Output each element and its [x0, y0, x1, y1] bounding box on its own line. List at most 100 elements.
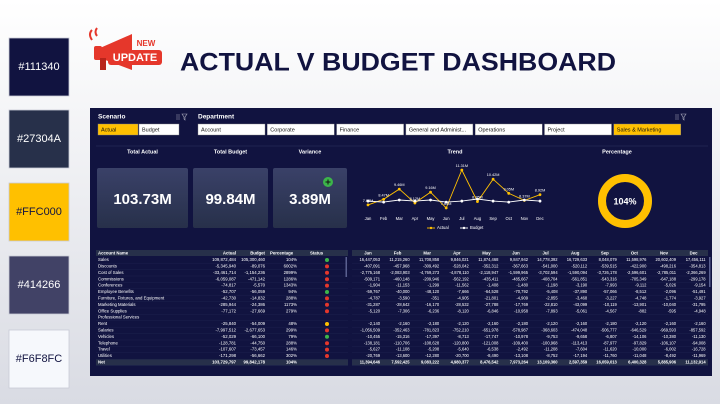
- status-dot: [325, 264, 329, 269]
- data-label: 10.42M: [487, 173, 500, 177]
- department-button-label[interactable]: Account: [201, 127, 221, 133]
- x-tick-label: Mar: [396, 216, 404, 221]
- kpi-card: [193, 168, 268, 228]
- table-cell: Professional Services: [98, 315, 139, 320]
- department-button[interactable]: [544, 123, 612, 136]
- table-cell: 6,400,328: [628, 359, 647, 364]
- data-label: 8.12M: [410, 197, 421, 201]
- table-cell: -2,785,011: [657, 270, 677, 275]
- table-cell: -882: [638, 308, 647, 313]
- table-cell: -2,118,947: [479, 270, 499, 275]
- column-header: Account Name: [98, 250, 129, 255]
- data-label: 8.92M: [535, 189, 546, 193]
- x-tick-label: Aug: [474, 216, 482, 221]
- department-button-label[interactable]: Finance: [340, 127, 360, 133]
- table-cell: -352,463: [393, 327, 410, 332]
- table-cell: 279%: [286, 308, 297, 313]
- department-button-label[interactable]: Corporate: [270, 127, 294, 133]
- table-cell: -28,642: [396, 302, 411, 307]
- swatch-label: #111340: [18, 61, 59, 73]
- table-cell: -3,190: [576, 283, 588, 288]
- badge-update: UPDATE: [113, 52, 157, 64]
- column-header: Mar: [423, 250, 431, 255]
- department-button[interactable]: [613, 123, 681, 136]
- total-row-bg: [352, 359, 708, 366]
- scrollbar: [709, 257, 711, 287]
- table-cell: -51,491: [692, 289, 707, 294]
- table-cell: -422,900: [630, 263, 647, 268]
- table-cell: -2,180: [516, 321, 528, 326]
- donut-label: 104%: [613, 196, 636, 206]
- scenario-button[interactable]: [138, 123, 180, 136]
- department-button[interactable]: [267, 123, 335, 136]
- department-button-label[interactable]: Project: [548, 127, 566, 133]
- table-cell: Sales: [98, 257, 109, 262]
- department-button[interactable]: [475, 123, 543, 136]
- table-cell: 7,973,264: [510, 359, 529, 364]
- table-cell: -11,760: [603, 353, 617, 358]
- department-button[interactable]: [197, 123, 266, 136]
- table-cell: Net: [98, 360, 105, 365]
- status-dot: [325, 347, 329, 352]
- filter-label: Department: [198, 114, 235, 121]
- department-button[interactable]: [336, 123, 404, 136]
- table-cell: -70,792: [514, 289, 529, 294]
- trend-point: [429, 198, 432, 202]
- x-tick-label: Dec: [536, 216, 543, 221]
- table-cell: -11,969: [692, 353, 706, 358]
- table-cell: -11,108: [396, 347, 410, 352]
- column-header: Feb: [394, 250, 402, 255]
- status-dot: [325, 334, 329, 339]
- table-cell: -1,599,965: [508, 270, 528, 275]
- color-swatch: [8, 109, 70, 169]
- table-cell: 11,874,468: [478, 257, 499, 262]
- table-cell: -2,096: [664, 289, 676, 294]
- table-cell: -21,801: [485, 295, 500, 300]
- trend-point: [366, 199, 370, 203]
- table-cell: -5,026: [664, 283, 676, 288]
- trend-point: [491, 199, 495, 203]
- table-cell: -1,299: [428, 283, 440, 288]
- department-button-label[interactable]: Sales & Marketing: [617, 127, 662, 133]
- dashboard: Scenario Department Actual Budget Account Cor…: [96, 113, 711, 366]
- table-cell: -8,752: [546, 353, 558, 358]
- table-cell: -651,978: [482, 327, 499, 332]
- table-cell: -66,100: [250, 334, 265, 339]
- trend-line: [367, 168, 541, 209]
- data-label: 7.63M: [441, 202, 452, 206]
- table-cell: -43,099: [573, 302, 588, 307]
- table-cell: -2,083,903: [390, 270, 410, 275]
- table-cell: -6,807: [605, 334, 617, 339]
- scenario-button[interactable]: [97, 123, 139, 136]
- table-cell: -94,008: [692, 340, 707, 345]
- department-button-label[interactable]: Operations: [478, 127, 505, 133]
- table-cell: -705,349: [630, 276, 647, 281]
- trend-line: [367, 198, 541, 203]
- scenario-button-label[interactable]: Actual: [101, 127, 116, 133]
- table-cell: -37,890: [573, 289, 588, 294]
- table-cell: -109,400: [512, 340, 529, 345]
- trend-point: [538, 193, 542, 197]
- department-button-label[interactable]: General and Administ...: [409, 127, 467, 133]
- department-button[interactable]: [405, 123, 474, 136]
- table-cell: -562,192: [453, 276, 470, 281]
- table-cell: -113,413: [571, 340, 588, 345]
- table-cell: -10,958: [514, 308, 529, 313]
- kpi-value: 3.89M: [289, 191, 331, 208]
- x-tick-label: May: [427, 216, 436, 221]
- table-cell: 302%: [286, 353, 297, 358]
- table-cell: 94%: [288, 289, 297, 294]
- table-cell: Furniture, Fixtures, and Equipment: [98, 296, 165, 301]
- table-cell: -4,567: [605, 308, 617, 313]
- table-cell: -647,188: [660, 276, 677, 281]
- scenario-button-label[interactable]: Budget: [142, 127, 160, 133]
- table-cell: -3,927: [694, 295, 706, 300]
- table-cell: -97,829: [633, 340, 648, 345]
- table-cell: Marketing Materials: [98, 302, 136, 307]
- table-cell: -2,120: [635, 321, 647, 326]
- table-cell: -13,108: [514, 353, 529, 358]
- badge-new: NEW: [137, 39, 156, 48]
- trend-point: [382, 200, 386, 204]
